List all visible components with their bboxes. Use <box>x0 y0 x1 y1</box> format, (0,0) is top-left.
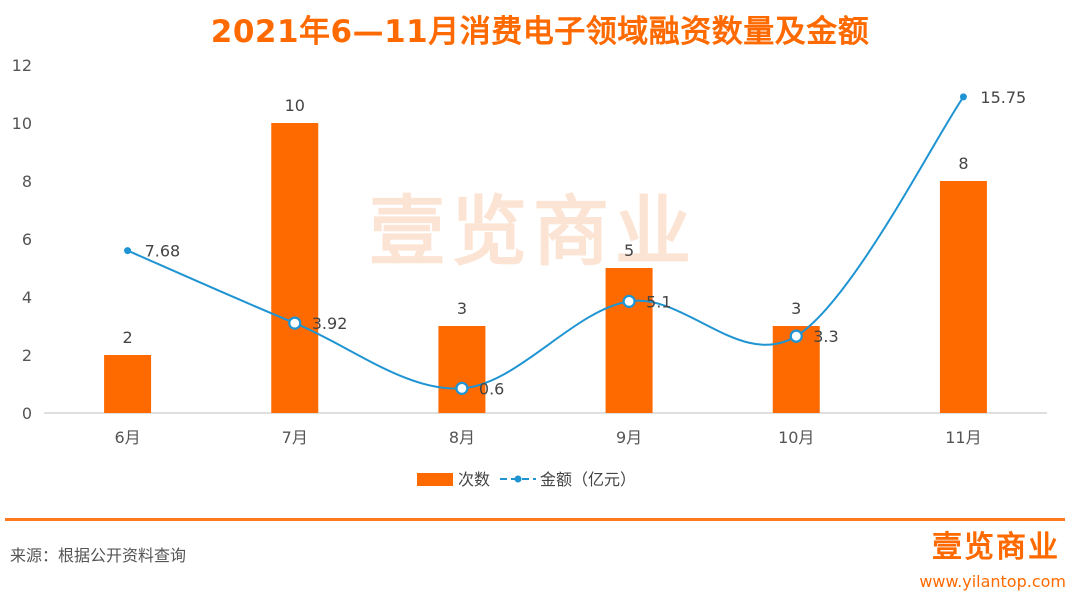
line-point <box>789 329 803 343</box>
x-axis: 6月 7月 8月 9月 10月 11月 <box>114 428 981 447</box>
footer-divider <box>5 518 1065 521</box>
chart-title: 2021年6—11月消费电子领域融资数量及金额 <box>210 14 870 50</box>
bar <box>605 268 653 413</box>
bar-series: 2 10 3 5 3 8 <box>104 96 987 413</box>
line-point <box>622 294 636 308</box>
bar-data-label: 3 <box>457 299 467 318</box>
legend-bar-swatch <box>417 473 453 486</box>
legend: 次数 金额（亿元） <box>417 470 636 489</box>
line-data-label: 15.75 <box>980 88 1026 107</box>
y-tick-label: 6 <box>22 230 32 249</box>
line-data-label: 3.3 <box>813 327 838 346</box>
watermark: 壹览商业 <box>369 187 697 276</box>
bar <box>939 181 987 413</box>
bar-data-label: 10 <box>285 96 305 115</box>
line-point <box>959 93 967 101</box>
bar-data-label: 2 <box>122 328 132 347</box>
x-tick-label: 9月 <box>616 428 642 447</box>
line-point <box>288 316 302 330</box>
x-tick-label: 11月 <box>945 428 981 447</box>
bar-data-label: 5 <box>624 241 634 260</box>
line-series: 7.68 3.92 0.6 5.1 3.3 15.75 <box>124 88 1026 398</box>
legend-line-marker <box>514 475 522 483</box>
legend-bar-label: 次数 <box>458 470 490 489</box>
x-tick-label: 8月 <box>449 428 475 447</box>
y-axis: 0 2 4 6 8 10 12 <box>12 56 32 423</box>
source-note: 来源：根据公开资料查询 <box>10 546 187 565</box>
x-tick-label: 10月 <box>778 428 814 447</box>
bar <box>104 355 152 413</box>
line-data-label: 3.92 <box>312 314 348 333</box>
y-tick-label: 0 <box>22 404 32 423</box>
y-tick-label: 12 <box>12 56 32 75</box>
legend-line-label: 金额（亿元） <box>540 470 636 489</box>
line-data-label: 5.1 <box>646 292 671 311</box>
line-point <box>124 247 132 255</box>
line-data-label: 7.68 <box>145 242 181 261</box>
x-tick-label: 6月 <box>114 428 140 447</box>
chart: 壹览商业 0 2 4 6 8 10 12 6月 7月 8月 9月 10月 11月 2 10 3 5 3 8 7.… <box>12 56 1047 489</box>
line-data-label: 0.6 <box>479 379 504 398</box>
x-tick-label: 7月 <box>282 428 308 447</box>
y-tick-label: 10 <box>12 114 32 133</box>
line-point <box>455 381 469 395</box>
y-tick-label: 4 <box>22 288 32 307</box>
y-tick-label: 2 <box>22 346 32 365</box>
line-path <box>127 96 965 390</box>
bar-data-label: 3 <box>791 299 801 318</box>
brand-logo: 壹览商业 <box>932 530 1060 565</box>
y-tick-label: 8 <box>22 172 32 191</box>
brand-url[interactable]: www.yilantop.com <box>919 572 1066 591</box>
bar <box>438 326 486 413</box>
bar-data-label: 8 <box>958 154 968 173</box>
bar <box>271 123 319 413</box>
